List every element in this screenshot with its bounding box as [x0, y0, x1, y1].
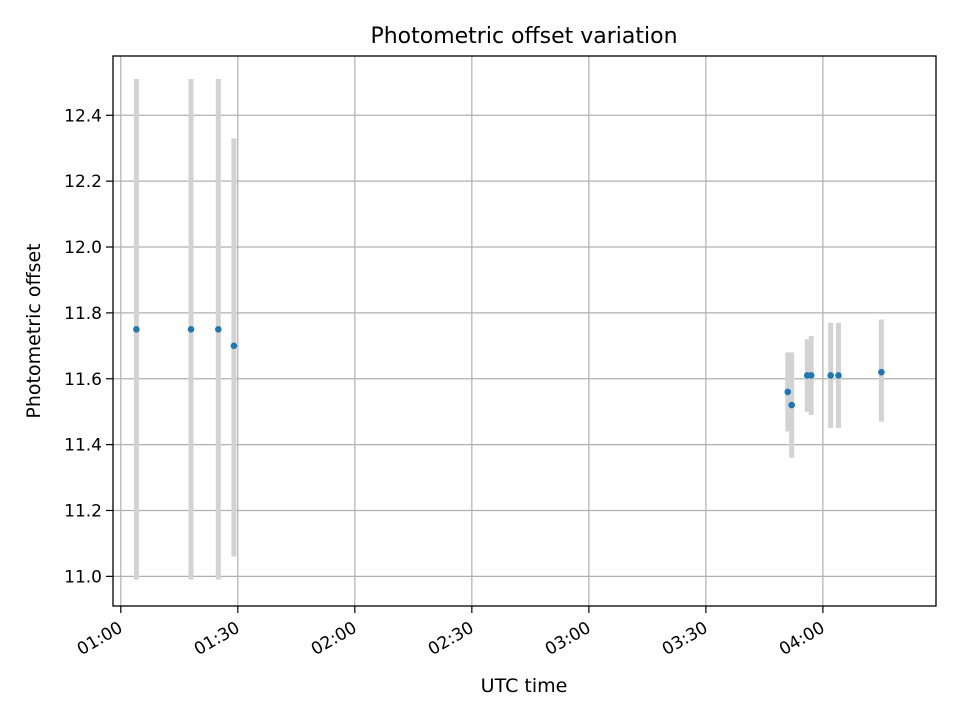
- y-tick-label: 12.4: [64, 106, 102, 126]
- y-axis-title: Photometric offset: [23, 243, 45, 418]
- y-tick-label: 12.0: [64, 238, 102, 258]
- y-tick-label: 11.4: [64, 436, 102, 456]
- y-tick-label: 11.8: [64, 304, 102, 324]
- x-tick-label: 01:30: [191, 618, 243, 660]
- x-axis: 01:00 01:30 02:00 02:30 03:00 03:30 04:00: [74, 606, 828, 660]
- data-point: [835, 372, 842, 379]
- errorbar-series: [133, 79, 884, 580]
- point-series: [133, 326, 885, 409]
- data-point: [788, 401, 795, 409]
- y-tick-label: 11.2: [64, 501, 102, 521]
- data-point: [187, 326, 195, 333]
- data-point: [133, 326, 140, 333]
- x-tick-label: 04:00: [776, 618, 828, 660]
- x-axis-title: UTC time: [481, 675, 568, 697]
- data-point: [807, 372, 815, 379]
- y-tick-label: 12.2: [64, 172, 102, 192]
- x-tick-label: 03:30: [659, 618, 711, 660]
- chart-title: Photometric offset variation: [370, 24, 677, 49]
- x-tick-label: 02:00: [308, 618, 360, 660]
- data-point: [827, 372, 834, 379]
- y-axis: 11.0 11.2 11.4 11.6 11.8 12.0 12.2 12.4: [64, 106, 113, 587]
- data-point: [230, 342, 238, 350]
- plot-frame: [112, 55, 937, 607]
- data-point: [784, 388, 792, 396]
- data-point: [215, 326, 222, 333]
- data-point: [878, 368, 885, 376]
- grid: [113, 56, 936, 606]
- y-tick-label: 11.6: [64, 370, 102, 390]
- x-tick-label: 02:30: [425, 618, 477, 660]
- x-tick-label: 03:00: [542, 618, 594, 660]
- x-tick-label: 01:00: [74, 618, 126, 660]
- y-tick-label: 11.0: [64, 567, 102, 587]
